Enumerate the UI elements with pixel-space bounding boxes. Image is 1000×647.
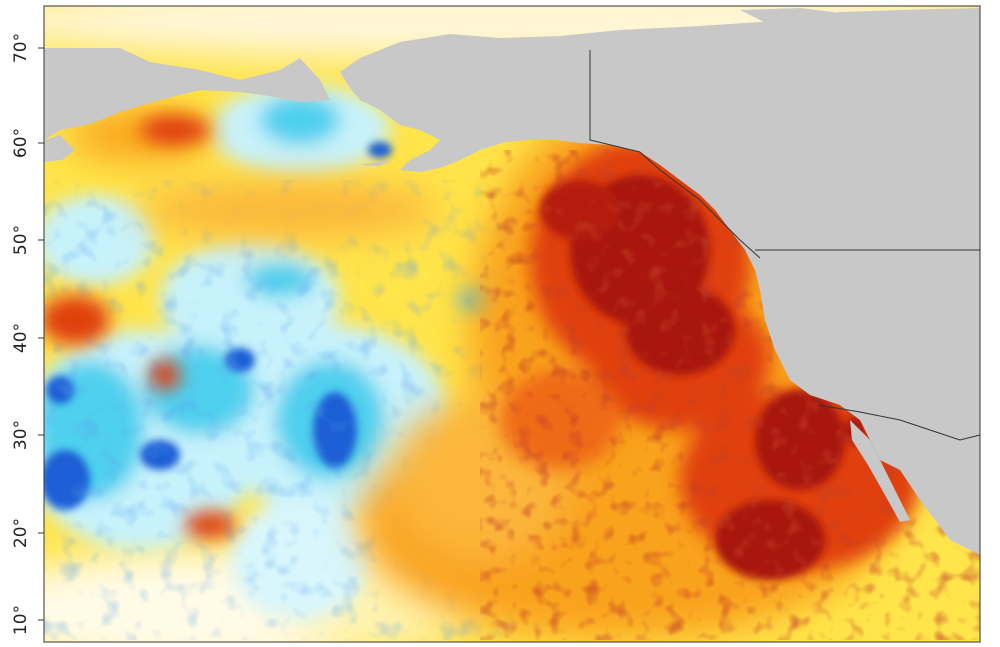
political-borders [589, 50, 980, 441]
land-arctic [740, 8, 980, 66]
lat-label-70: 70° [11, 33, 31, 63]
border-usa-mexico [817, 404, 980, 441]
warm-core [185, 511, 235, 539]
border-alaska-canada [589, 50, 641, 153]
land-north-america [340, 8, 980, 555]
coastline-bc [639, 151, 761, 259]
cool-patch [260, 95, 340, 145]
land-baja [850, 420, 910, 522]
latitude-axis: 70° 60° 50° 40° 30° 20° 10° [11, 33, 44, 635]
lat-label-50: 50° [11, 225, 31, 255]
lat-label-10: 10° [11, 605, 31, 635]
lat-label-60: 60° [11, 128, 31, 158]
lat-ticks [38, 47, 44, 621]
warm-core [44, 295, 110, 345]
warm-core [150, 360, 180, 390]
warm-core [140, 115, 210, 145]
lat-label-40: 40° [11, 323, 31, 353]
land-asia [44, 48, 330, 140]
lat-label-20: 20° [11, 518, 31, 548]
land-aleutians [360, 160, 390, 166]
lat-label-30: 30° [11, 420, 31, 450]
map-border [43, 5, 981, 643]
cool-core [368, 142, 392, 158]
warm-patch [140, 182, 440, 238]
land-asia [44, 135, 75, 162]
